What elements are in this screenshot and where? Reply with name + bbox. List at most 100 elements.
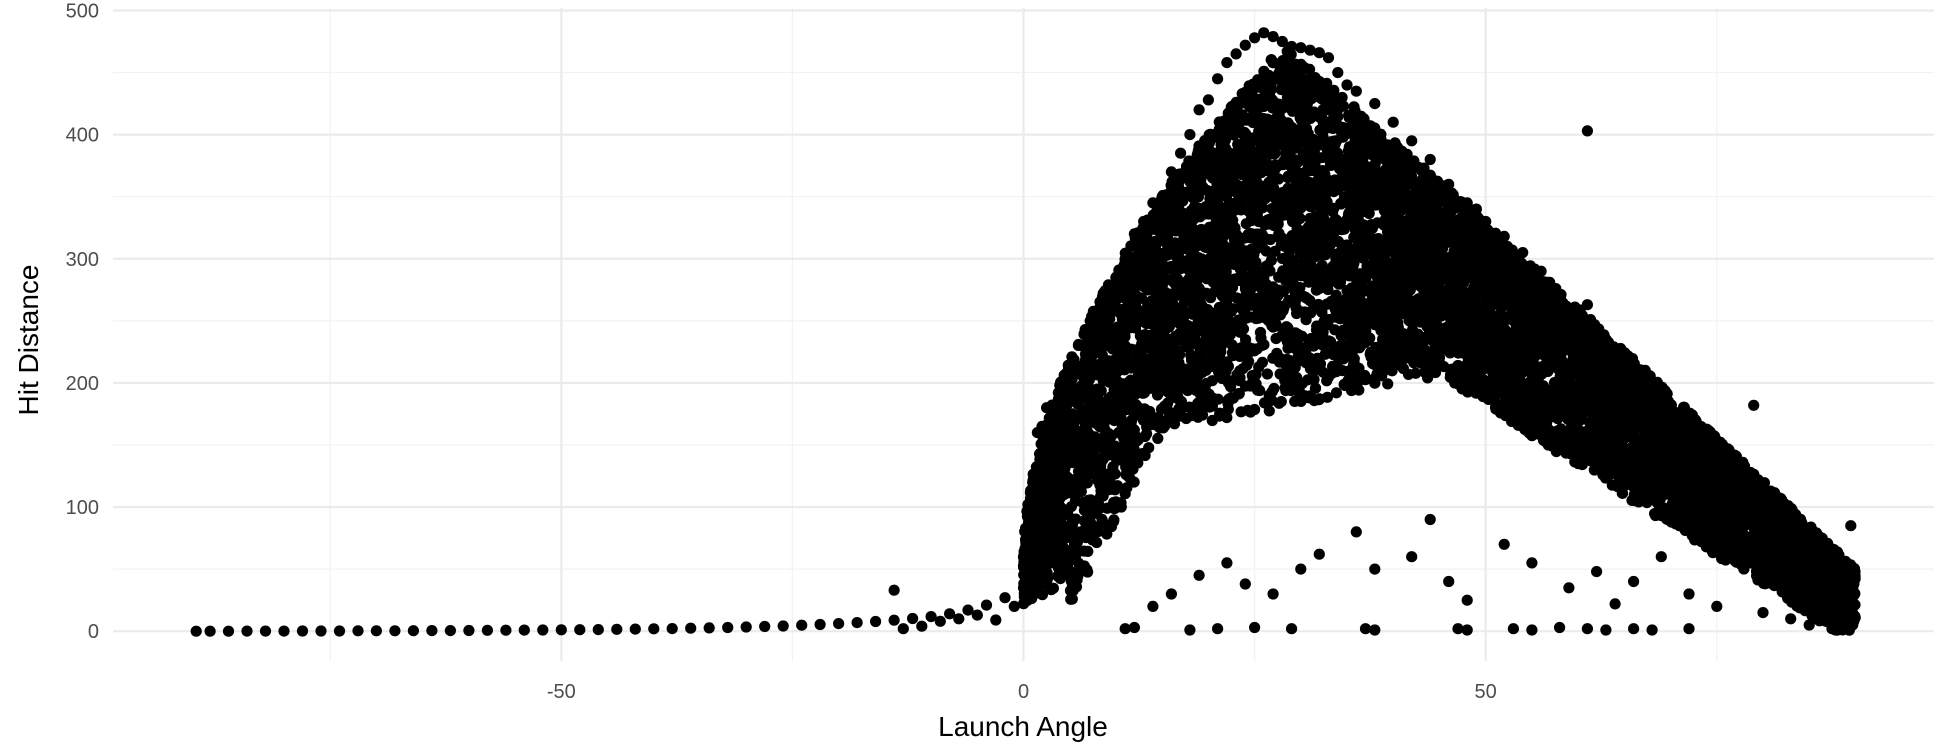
data-point: [870, 615, 882, 628]
data-point: [481, 624, 493, 636]
data-point: [1272, 173, 1284, 185]
data-point: [444, 625, 456, 637]
data-point: [1785, 613, 1797, 625]
data-point: [1581, 623, 1593, 635]
data-point: [1332, 67, 1344, 79]
data-point: [278, 625, 290, 637]
data-point: [1249, 621, 1261, 634]
data-point: [1169, 409, 1181, 422]
data-point: [518, 624, 530, 636]
data-point: [537, 624, 549, 636]
data-point: [1184, 129, 1196, 141]
data-point: [222, 625, 235, 637]
data-point: [1683, 588, 1695, 600]
x-tick-label: 50: [1475, 681, 1497, 703]
data-point: [796, 619, 808, 631]
data-point: [1295, 42, 1307, 54]
data-point: [1249, 32, 1261, 44]
data-point: [1304, 44, 1316, 56]
data-point: [1235, 406, 1247, 418]
data-point: [1628, 575, 1640, 588]
data-point: [685, 622, 697, 634]
data-point: [389, 625, 401, 637]
data-point: [1554, 621, 1566, 634]
data-point: [315, 625, 327, 637]
data-point: [1655, 551, 1667, 563]
data-point: [1748, 399, 1760, 411]
data-point: [1406, 135, 1418, 147]
data-point: [1292, 100, 1304, 112]
data-point: [1258, 27, 1270, 39]
data-point: [934, 615, 946, 627]
data-point: [888, 584, 900, 596]
data-point: [574, 624, 586, 636]
data-point: [962, 604, 974, 616]
data-point: [1212, 623, 1224, 635]
data-point: [1609, 598, 1621, 610]
data-point: [722, 621, 734, 634]
data-point: [1108, 514, 1120, 526]
data-point: [1683, 623, 1695, 635]
data-point: [666, 623, 678, 635]
data-point: [1498, 538, 1510, 550]
data-point: [1325, 336, 1337, 348]
data-point: [1230, 48, 1242, 60]
data-point: [759, 620, 771, 633]
data-point: [1443, 575, 1455, 588]
data-point: [1633, 496, 1645, 508]
data-point: [204, 625, 216, 637]
data-point: [1646, 624, 1658, 636]
data-point: [990, 614, 1002, 626]
data-point: [1056, 519, 1068, 531]
data-point: [1286, 623, 1298, 635]
data-point: [1406, 551, 1418, 563]
data-point: [1193, 104, 1205, 116]
data-point: [1845, 520, 1857, 532]
data-point: [407, 625, 419, 637]
data-point: [1239, 578, 1251, 590]
data-point: [1628, 623, 1640, 635]
data-point: [426, 625, 438, 637]
data-point: [259, 625, 272, 637]
data-point: [1452, 623, 1464, 635]
data-point: [740, 621, 752, 633]
data-point: [1581, 125, 1593, 137]
data-point: [592, 624, 604, 636]
data-point: [897, 623, 909, 635]
data-point: [648, 623, 660, 635]
data-point: [1387, 116, 1399, 128]
data-point: [500, 624, 512, 636]
data-point: [611, 623, 623, 635]
data-point: [1600, 624, 1612, 636]
data-point: [1239, 39, 1251, 51]
data-point: [1202, 94, 1214, 106]
data-point: [1461, 624, 1473, 636]
data-point: [703, 622, 715, 634]
data-point: [1526, 557, 1538, 569]
data-point: [1507, 623, 1519, 635]
data-point: [1184, 624, 1196, 636]
data-point: [833, 618, 845, 630]
y-tick-label: 200: [66, 373, 99, 395]
data-point: [980, 599, 993, 611]
data-point: [1128, 621, 1140, 634]
data-point: [1212, 73, 1224, 85]
data-point: [1526, 624, 1538, 636]
data-point: [916, 620, 928, 632]
data-point: [1369, 624, 1381, 636]
data-point: [1359, 623, 1372, 635]
data-point: [1008, 600, 1020, 613]
data-point: [1275, 396, 1287, 408]
data-point: [370, 625, 382, 637]
data-point: [1591, 566, 1603, 578]
data-point: [1221, 57, 1233, 69]
data-point: [944, 608, 956, 620]
data-point: [1350, 85, 1362, 97]
y-tick-label: 300: [66, 249, 99, 271]
data-point: [1369, 98, 1381, 110]
data-point: [352, 625, 364, 637]
data-point: [1147, 600, 1159, 613]
data-point: [241, 625, 253, 637]
data-point: [1341, 79, 1353, 91]
data-point: [1276, 35, 1288, 48]
